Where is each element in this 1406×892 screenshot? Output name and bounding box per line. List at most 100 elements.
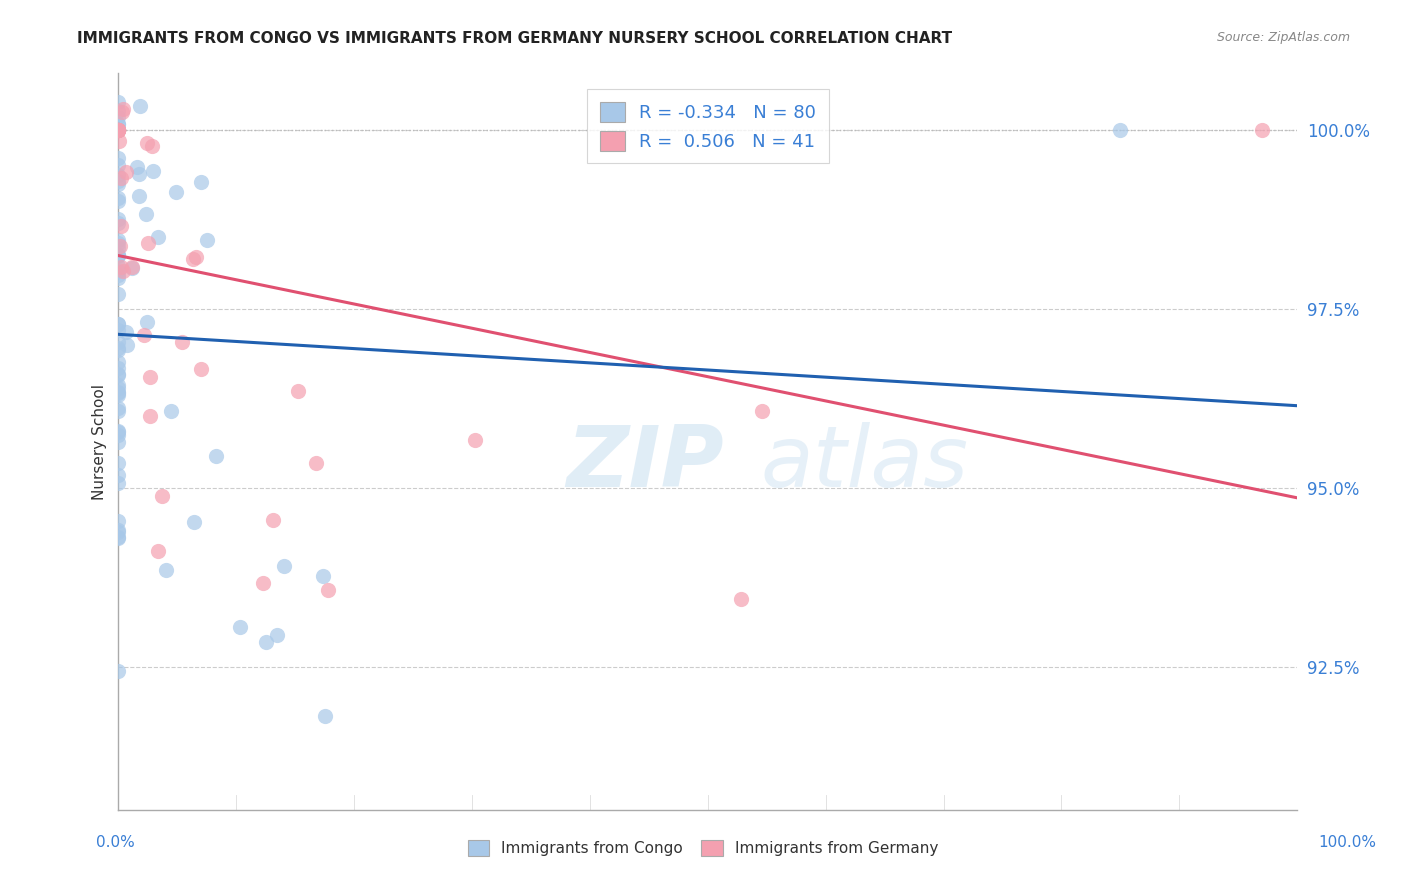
Text: IMMIGRANTS FROM CONGO VS IMMIGRANTS FROM GERMANY NURSERY SCHOOL CORRELATION CHAR: IMMIGRANTS FROM CONGO VS IMMIGRANTS FROM…: [77, 31, 952, 46]
Point: [127, 160, 149, 174]
Text: 0.0%: 0.0%: [96, 836, 135, 850]
Point: [107, 268, 129, 283]
Text: ZIP: ZIP: [567, 422, 724, 505]
Point: [751, 403, 773, 417]
Point: [110, 260, 132, 275]
Point: [128, 189, 150, 203]
Point: [134, 328, 156, 343]
Text: Source: ZipAtlas.com: Source: ZipAtlas.com: [1216, 31, 1350, 45]
Legend: Immigrants from Congo, Immigrants from Germany: Immigrants from Congo, Immigrants from G…: [461, 834, 945, 862]
Point: [107, 110, 129, 124]
Point: [107, 123, 129, 137]
Point: [316, 582, 339, 597]
Point: [107, 317, 129, 331]
Point: [107, 384, 129, 399]
Point: [183, 515, 205, 529]
Point: [107, 123, 129, 137]
Point: [115, 325, 138, 339]
Point: [139, 370, 162, 384]
Point: [314, 708, 336, 723]
Point: [107, 177, 129, 191]
Point: [107, 233, 129, 247]
Point: [136, 235, 159, 250]
Point: [107, 401, 129, 416]
Point: [107, 425, 129, 439]
Point: [197, 233, 219, 247]
Point: [165, 185, 187, 199]
Point: [107, 335, 129, 350]
Point: [121, 260, 143, 275]
Point: [170, 335, 193, 350]
Point: [136, 136, 159, 150]
Point: [107, 514, 129, 528]
Point: [107, 523, 129, 537]
Point: [287, 384, 309, 398]
Point: [266, 628, 288, 642]
Point: [107, 434, 129, 449]
Point: [110, 105, 132, 120]
Point: [114, 165, 136, 179]
Point: [112, 102, 135, 116]
Point: [107, 216, 129, 230]
Point: [107, 194, 129, 208]
Point: [262, 513, 284, 527]
Point: [136, 315, 159, 329]
Point: [108, 239, 131, 253]
Point: [107, 259, 129, 273]
Point: [107, 381, 129, 395]
Point: [1109, 123, 1132, 137]
Point: [107, 368, 129, 382]
Point: [305, 456, 328, 470]
Text: 100.0%: 100.0%: [1317, 836, 1376, 850]
Point: [107, 343, 129, 357]
Point: [107, 467, 129, 482]
Point: [107, 341, 129, 355]
Point: [107, 264, 129, 278]
Point: [229, 620, 252, 634]
Point: [107, 123, 129, 137]
Point: [254, 634, 277, 648]
Point: [107, 404, 129, 418]
Point: [107, 664, 129, 678]
Point: [107, 123, 129, 137]
Point: [107, 360, 129, 375]
Point: [730, 592, 752, 607]
Point: [107, 530, 129, 544]
Point: [273, 558, 295, 573]
Point: [111, 264, 134, 278]
Point: [121, 260, 143, 275]
Text: atlas: atlas: [761, 422, 969, 505]
Point: [107, 425, 129, 440]
Point: [107, 271, 129, 285]
Point: [107, 158, 129, 172]
Point: [107, 286, 129, 301]
Point: [107, 248, 129, 262]
Point: [107, 388, 129, 402]
Point: [181, 252, 204, 266]
Point: [129, 98, 152, 112]
Point: [146, 544, 169, 558]
Point: [190, 175, 212, 189]
Legend: R = -0.334   N = 80, R =  0.506   N = 41: R = -0.334 N = 80, R = 0.506 N = 41: [586, 89, 828, 163]
Point: [139, 409, 162, 423]
Point: [107, 117, 129, 131]
Point: [107, 241, 129, 255]
Point: [464, 434, 486, 448]
Point: [135, 206, 157, 220]
Point: [107, 151, 129, 165]
Point: [141, 139, 163, 153]
Point: [107, 95, 129, 109]
Point: [107, 323, 129, 337]
Point: [107, 123, 129, 137]
Point: [107, 355, 129, 369]
Point: [107, 427, 129, 442]
Point: [107, 123, 129, 137]
Y-axis label: Nursery School: Nursery School: [93, 384, 107, 500]
Point: [107, 525, 129, 540]
Point: [107, 386, 129, 401]
Point: [252, 575, 274, 590]
Point: [107, 117, 129, 131]
Point: [107, 123, 129, 137]
Point: [107, 476, 129, 491]
Point: [107, 456, 129, 470]
